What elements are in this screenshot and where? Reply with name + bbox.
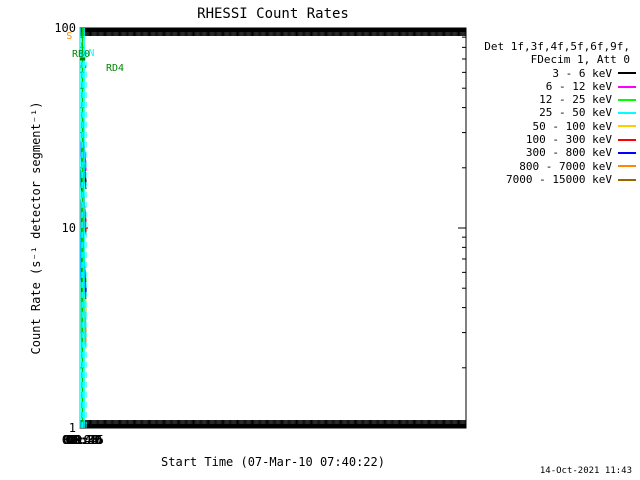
- legend-item: 300 - 800 keV: [478, 146, 636, 159]
- x-tick-label: 08:00: [62, 433, 98, 447]
- y-tick-label: 10: [62, 221, 76, 235]
- legend-label: 25 - 50 keV: [539, 106, 612, 120]
- chart-title: RHESSI Count Rates: [197, 6, 349, 22]
- annotation-label: RB0: [72, 49, 90, 60]
- annotation-label: S: [66, 31, 72, 42]
- legend-item: 100 - 300 keV: [478, 133, 636, 146]
- legend-swatch: [618, 165, 636, 168]
- legend-swatch: [618, 152, 636, 155]
- y-tick-label: 1: [69, 421, 76, 435]
- annotation-label: N: [88, 48, 94, 59]
- x-tick-label: 09:00: [66, 433, 102, 447]
- legend-swatch: [618, 138, 636, 141]
- legend-swatch: [618, 112, 636, 115]
- legend-header-line1: Det 1f,3f,4f,5f,6f,9f,: [484, 40, 630, 53]
- legend-item: 50 - 100 keV: [478, 120, 636, 133]
- legend-item: 12 - 25 keV: [478, 93, 636, 106]
- x-axis-label: Start Time (07-Mar-10 07:40:22): [161, 455, 385, 469]
- legend: Det 1f,3f,4f,5f,6f,9f, FDecim 1, Att 0 3…: [478, 40, 636, 186]
- legend-item: 25 - 50 keV: [478, 106, 636, 119]
- legend-label: 300 - 800 keV: [525, 146, 612, 160]
- legend-swatch: [618, 72, 636, 75]
- legend-label: 7000 - 15000 keV: [506, 172, 612, 186]
- legend-header-line2: FDecim 1, Att 0: [530, 53, 630, 67]
- legend-swatch: [618, 98, 636, 101]
- y-tick-label: 100: [54, 21, 76, 35]
- legend-label: 50 - 100 keV: [532, 119, 612, 133]
- legend-item: 800 - 7000 keV: [478, 160, 636, 173]
- legend-swatch: [618, 125, 636, 128]
- x-tick-label: 08:45: [67, 433, 103, 447]
- legend-label: 12 - 25 keV: [539, 93, 612, 107]
- legend-item: 3 - 6 keV: [478, 67, 636, 80]
- legend-label: 6 - 12 keV: [545, 79, 612, 93]
- x-tick-label: 09:15: [68, 433, 104, 447]
- legend-swatch: [618, 178, 636, 181]
- x-tick-label: 08:15: [64, 433, 100, 447]
- annotation-label: RD4: [106, 63, 124, 74]
- legend-item: 6 - 12 keV: [478, 80, 636, 93]
- legend-swatch: [618, 85, 636, 88]
- x-tick-label: 08:30: [65, 433, 101, 447]
- x-tick-label: 07:45: [63, 433, 99, 447]
- legend-label: 100 - 300 keV: [525, 133, 612, 147]
- legend-label: 3 - 6 keV: [552, 66, 612, 80]
- legend-label: 800 - 7000 keV: [519, 159, 612, 173]
- plot-frame: [79, 27, 467, 429]
- y-axis-label: Count Rate (s⁻¹ detector segment⁻¹): [29, 102, 43, 355]
- legend-item: 7000 - 15000 keV: [478, 173, 636, 186]
- footer-date: 14-Oct-2021 11:43: [539, 466, 632, 476]
